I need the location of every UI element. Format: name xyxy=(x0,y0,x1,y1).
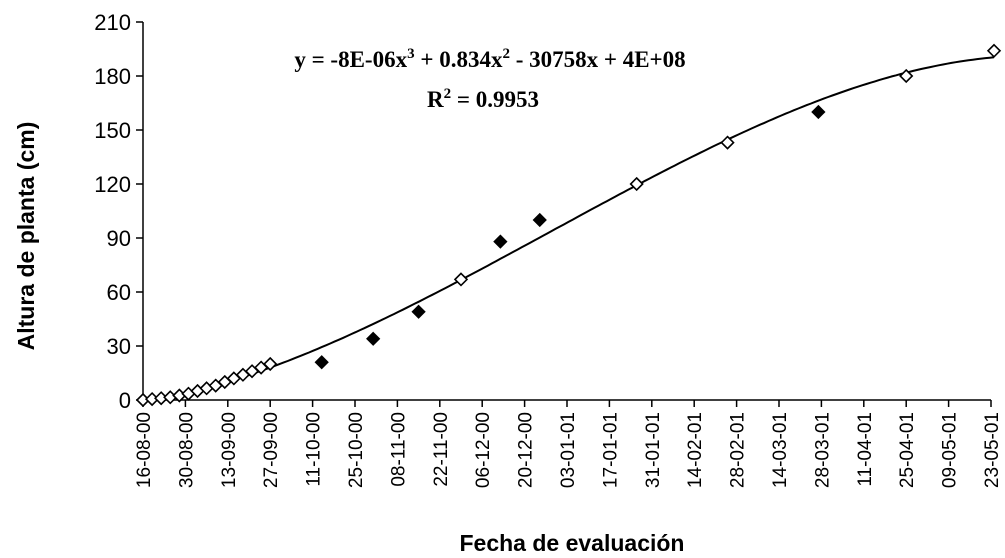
data-point xyxy=(532,212,547,228)
x-tick-label: 30-08-00 xyxy=(176,412,197,488)
x-tick-label: 13-09-00 xyxy=(219,412,240,488)
x-tick-label: 17-01-01 xyxy=(600,412,621,488)
y-tick-label: 180 xyxy=(94,64,131,89)
data-point xyxy=(411,304,426,319)
data-point xyxy=(493,234,508,249)
r-squared-label: R2 = 0.9953 xyxy=(427,86,539,112)
x-tick-label: 28-03-01 xyxy=(812,412,833,488)
x-tick-label: 06-12-00 xyxy=(473,412,494,488)
x-tick-label: 28-02-01 xyxy=(728,412,749,488)
y-axis-title: Altura de planta (cm) xyxy=(13,122,39,351)
data-point xyxy=(811,104,826,120)
x-tick-label: 08-11-00 xyxy=(388,412,409,487)
data-point xyxy=(629,176,644,192)
data-point xyxy=(263,356,278,372)
plot-area: 0 30 60 90 120 150 180 210 16-08-00 30-08-00 13-0… xyxy=(94,10,1003,488)
x-tick-label: 16-08-00 xyxy=(134,412,155,488)
y-tick-label: 210 xyxy=(94,10,131,35)
x-tick-label: 14-02-01 xyxy=(685,412,706,488)
data-point xyxy=(720,135,735,150)
x-tick-label: 27-09-00 xyxy=(261,412,282,488)
trendline xyxy=(143,56,995,401)
x-tick-label: 25-04-01 xyxy=(897,412,918,488)
x-tick-label: 23-05-01 xyxy=(982,412,1003,488)
data-points xyxy=(135,43,1002,408)
x-tick-label: 22-11-00 xyxy=(431,412,452,487)
data-point xyxy=(986,43,1002,58)
data-point xyxy=(366,331,381,346)
x-tick-label: 11-10-00 xyxy=(304,412,325,487)
x-tick-label: 31-01-01 xyxy=(643,412,664,488)
data-point xyxy=(899,68,914,84)
y-tick-label: 0 xyxy=(119,388,131,413)
y-tick-label: 90 xyxy=(107,226,131,251)
x-ticks: 16-08-00 30-08-00 13-09-00 27-09-00 11-10-00… xyxy=(134,400,1003,488)
trendline-equation: y = -8E-06x3 + 0.834x2 - 30758x + 4E+08 xyxy=(294,46,685,72)
x-tick-label: 20-12-00 xyxy=(516,412,537,488)
x-tick-label: 25-10-00 xyxy=(346,412,367,488)
y-tick-label: 60 xyxy=(107,280,131,305)
x-tick-label: 03-01-01 xyxy=(558,412,579,488)
x-tick-label: 11-04-01 xyxy=(855,412,876,487)
x-tick-label: 09-05-01 xyxy=(940,412,961,488)
data-point xyxy=(453,272,469,287)
y-ticks: 0 30 60 90 120 150 180 210 xyxy=(94,10,143,413)
x-axis-title: Fecha de evaluación xyxy=(460,530,685,556)
y-tick-label: 150 xyxy=(94,118,131,143)
y-tick-label: 30 xyxy=(107,334,131,359)
data-point xyxy=(314,355,329,370)
y-tick-label: 120 xyxy=(94,172,131,197)
x-tick-label: 14-03-01 xyxy=(770,412,791,488)
